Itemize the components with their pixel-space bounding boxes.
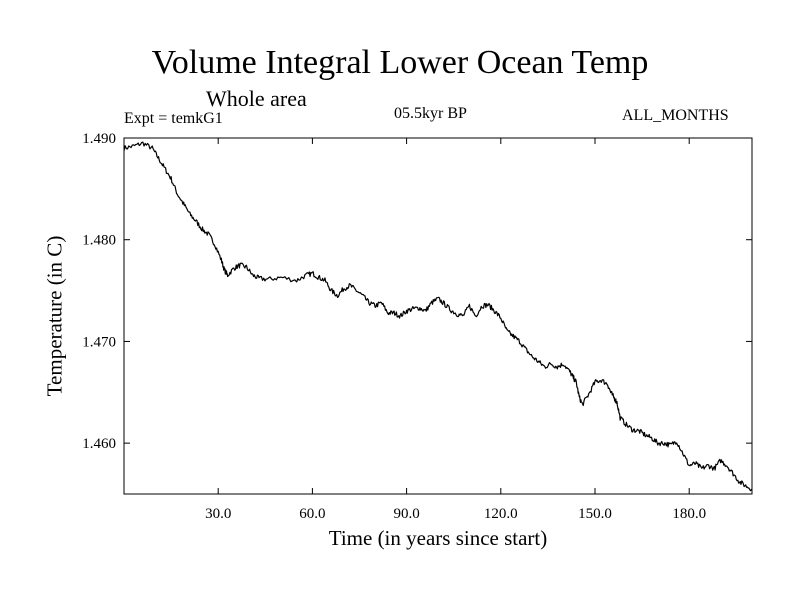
x-axis-label: Time (in years since start) [328,526,548,550]
x-tick-label: 120.0 [484,506,518,522]
chart-title: Volume Integral Lower Ocean Temp [151,44,649,81]
x-tick-label: 150.0 [578,506,612,522]
x-tick-label: 90.0 [393,506,419,522]
series-group [123,141,753,492]
chart-subtitle: Whole area [206,86,307,111]
plot-frame [123,137,753,495]
y-tick-label: 1.490 [82,131,116,147]
months-label: ALL_MONTHS [622,107,729,124]
y-tick-label: 1.480 [82,233,116,249]
axis-ticks [124,137,752,494]
y-tick-label: 1.470 [82,334,116,350]
x-tick-label: 30.0 [205,506,231,522]
y-tick-label: 1.460 [82,436,116,452]
x-tick-label: 60.0 [299,506,325,522]
x-tick-label: 180.0 [672,506,706,522]
axis-tick-labels: 30.0 60.0 90.0 120.0 150.0 180.0 1.460 1.470 1.4… [82,131,706,522]
series-line [123,141,753,492]
experiment-label: Expt = temkG1 [124,110,223,127]
y-axis-label: Temperature (in C) [42,235,67,397]
period-label: 05.5kyr BP [394,105,467,122]
